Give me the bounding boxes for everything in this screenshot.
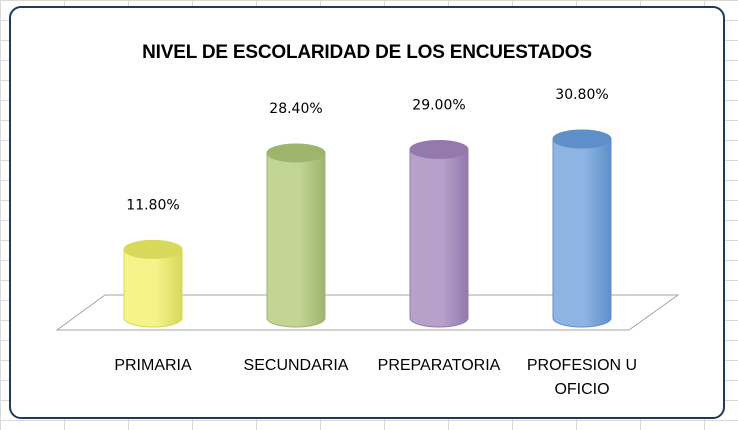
bar-body (552, 138, 612, 328)
category-label-4: PROFESION U OFICIO (527, 357, 637, 398)
bar-top (123, 239, 183, 259)
chart-floor (55, 294, 680, 331)
chart-title: NIVEL DE ESCOLARIDAD DE LOS ENCUESTADOS (142, 42, 592, 63)
chart-area[interactable]: NIVEL DE ESCOLARIDAD DE LOS ENCUESTADOS … (9, 6, 725, 419)
bar-top (266, 143, 326, 163)
data-label-4: 30.80% (555, 87, 608, 103)
data-label-3: 29.00% (412, 97, 465, 113)
bar-body (409, 148, 469, 328)
category-label-1: PRIMARIA (114, 357, 192, 374)
data-label-2: 28.40% (269, 101, 322, 117)
plot-area: 11.80% 28.40% 29.00% 30.80% PRIMARIA SECUNDA… (55, 87, 680, 398)
bar-4[interactable] (552, 129, 612, 328)
category-label-3: PREPARATORIA (378, 357, 501, 374)
bar-body (266, 152, 326, 328)
bar-series (123, 129, 612, 328)
bar-1[interactable] (123, 239, 183, 328)
data-label-1: 11.80% (126, 197, 179, 213)
bar-body (123, 248, 183, 328)
bar-2[interactable] (266, 143, 326, 328)
bar-3[interactable] (409, 139, 469, 328)
bar-top (552, 129, 612, 149)
category-label-2: SECUNDARIA (244, 357, 349, 374)
data-labels: 11.80% 28.40% 29.00% 30.80% (126, 87, 608, 213)
bar-top (409, 139, 469, 159)
category-labels: PRIMARIA SECUNDARIA PREPARATORIA PROFESION … (114, 357, 637, 398)
